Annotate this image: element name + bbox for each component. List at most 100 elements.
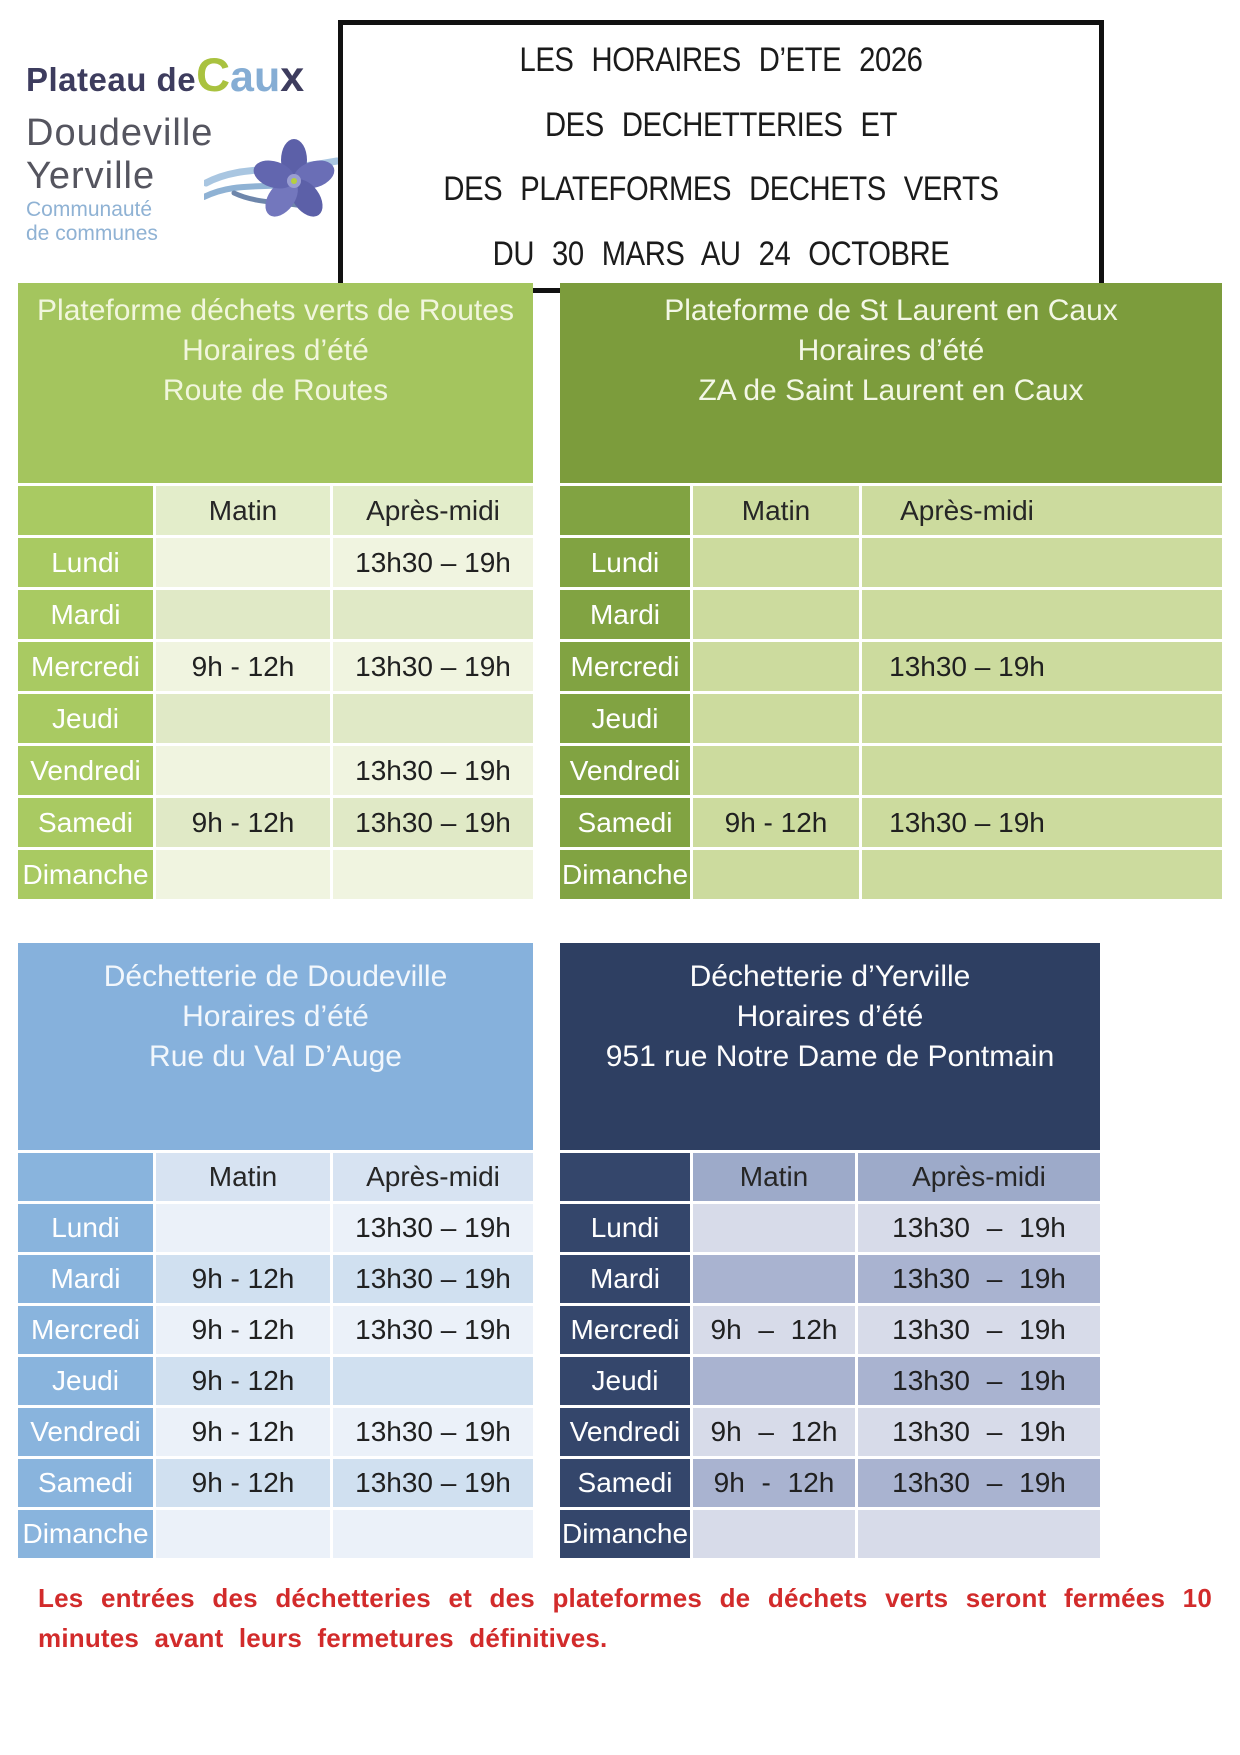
time-cell-afternoon: 13h30 – 19h [333,1306,533,1354]
table-title: Plateforme de St Laurent en Caux Horaire… [560,283,1222,483]
logo-caux-au: au [230,53,281,101]
column-header-morning: Matin [693,1153,855,1201]
day-label: Lundi [560,1204,690,1252]
time-cell-morning: 9h - 12h [156,642,330,691]
title-line-1: LES HORAIRES D’ETE 2026 [519,41,923,79]
table-title: Déchetterie d’Yerville Horaires d’été 95… [560,943,1100,1150]
time-cell-morning [693,1255,855,1303]
time-cell-morning: 9h - 12h [156,1408,330,1456]
logo-title: Plateau deCaux [26,51,336,110]
table-title-line: ZA de Saint Laurent en Caux [698,374,1084,407]
logo-subtitle: Doudeville Yerville [26,112,214,197]
time-cell-morning [156,1204,330,1252]
community-logo: Plateau deCaux Doudeville Yerville Commu… [26,51,339,245]
column-header-afternoon: Après-midi [862,486,1222,535]
time-cell-morning [693,850,859,899]
logo-caux-x: x [280,53,305,101]
time-cell-morning [693,694,859,743]
time-cell-morning: 9h – 12h [693,1408,855,1456]
time-cell-afternoon: 13h30 – 19h [858,1357,1100,1405]
day-label: Mercredi [18,1306,153,1354]
time-cell-morning [693,1510,855,1558]
time-cell-morning [156,850,330,899]
day-label: Samedi [18,798,153,847]
logo-communaute: Communauté [26,198,153,221]
day-label: Mercredi [560,1306,690,1354]
time-cell-morning: 9h - 12h [693,1459,855,1507]
corner-cell [560,486,690,535]
time-cell-morning [693,642,859,691]
table-title-line: Plateforme déchets verts de Routes [37,294,514,327]
time-cell-afternoon: 13h30 – 19h [858,1306,1100,1354]
day-label: Dimanche [18,850,153,899]
table-title-line: Rue du Val D’Auge [149,1040,402,1073]
time-cell-morning [156,538,330,587]
day-label: Mercredi [560,642,690,691]
column-header-morning: Matin [693,486,859,535]
day-label: Dimanche [18,1510,153,1558]
day-label: Jeudi [18,1357,153,1405]
time-cell-morning: 9h - 12h [156,1357,330,1405]
time-cell-afternoon [862,694,1222,743]
day-label: Mardi [560,590,690,639]
day-label: Mercredi [18,642,153,691]
day-label: Samedi [18,1459,153,1507]
table-title: Plateforme déchets verts de Routes Horai… [18,283,533,483]
corner-cell [560,1153,690,1201]
day-label: Jeudi [560,694,690,743]
time-cell-morning: 9h – 12h [693,1306,855,1354]
title-line-3: DES PLATEFORMES DECHETS VERTS [443,170,999,209]
time-cell-afternoon [862,850,1222,899]
column-header-morning: Matin [156,486,330,535]
time-cell-afternoon: 13h30 – 19h [333,1459,533,1507]
time-cell-morning [156,694,330,743]
day-label: Vendredi [560,1408,690,1456]
column-header-afternoon: Après-midi [858,1153,1100,1201]
time-cell-afternoon [862,538,1222,587]
schedule-table-yerville: Déchetterie d’Yerville Horaires d’été 95… [560,943,1100,1558]
time-cell-morning [693,1204,855,1252]
table-title-line: Horaires d’été [797,334,985,367]
closing-note: Les entrées des déchetteries et des plat… [38,1583,1212,1654]
time-cell-morning [156,746,330,795]
logo-caux-c: C [196,48,231,101]
logo-plateau-de: Plateau de [26,61,197,98]
time-cell-morning [693,538,859,587]
time-cell-afternoon: 13h30 – 19h [333,1255,533,1303]
table-title-line: Horaires d’été [736,1000,924,1033]
time-cell-afternoon: 13h30 – 19h [333,798,533,847]
day-label: Lundi [560,538,690,587]
time-cell-afternoon: 13h30 – 19h [333,1204,533,1252]
time-cell-afternoon [333,1510,533,1558]
day-label: Mardi [18,590,153,639]
time-cell-morning [693,1357,855,1405]
day-label: Samedi [560,798,690,847]
title-line-2: DES DECHETTERIES ET [544,105,898,144]
time-cell-afternoon [862,590,1222,639]
time-cell-morning: 9h - 12h [156,1255,330,1303]
time-cell-afternoon [333,694,533,743]
time-cell-morning [693,746,859,795]
day-label: Jeudi [560,1357,690,1405]
table-title-line: Déchetterie de Doudeville [103,960,448,993]
schedule-table-routes: Plateforme déchets verts de Routes Horai… [18,283,533,899]
time-cell-afternoon: 13h30 – 19h [333,746,533,795]
time-cell-morning [156,1510,330,1558]
schedule-grid: Matin Après-midi Lundi 13h30 – 19h Mardi Merc… [18,486,533,899]
column-header-afternoon: Après-midi [333,486,533,535]
table-title-line: Horaires d’été [182,1000,369,1033]
time-cell-afternoon: 13h30 – 19h [333,1408,533,1456]
time-cell-morning: 9h - 12h [156,1459,330,1507]
day-label: Vendredi [18,746,153,795]
time-cell-afternoon [333,1357,533,1405]
title-box: LES HORAIRES D’ETE 2026 DES DECHETTERIES… [338,20,1104,293]
time-cell-afternoon: 13h30 – 19h [858,1408,1100,1456]
corner-cell [18,486,153,535]
time-cell-morning: 9h - 12h [156,798,330,847]
table-title-line: Plateforme de St Laurent en Caux [664,294,1118,327]
logo-de-communes: de communes [26,222,158,245]
time-cell-afternoon: 13h30 – 19h [858,1255,1100,1303]
title-line-4: DU 30 MARS AU 24 OCTOBRE [492,234,950,273]
day-label: Lundi [18,538,153,587]
